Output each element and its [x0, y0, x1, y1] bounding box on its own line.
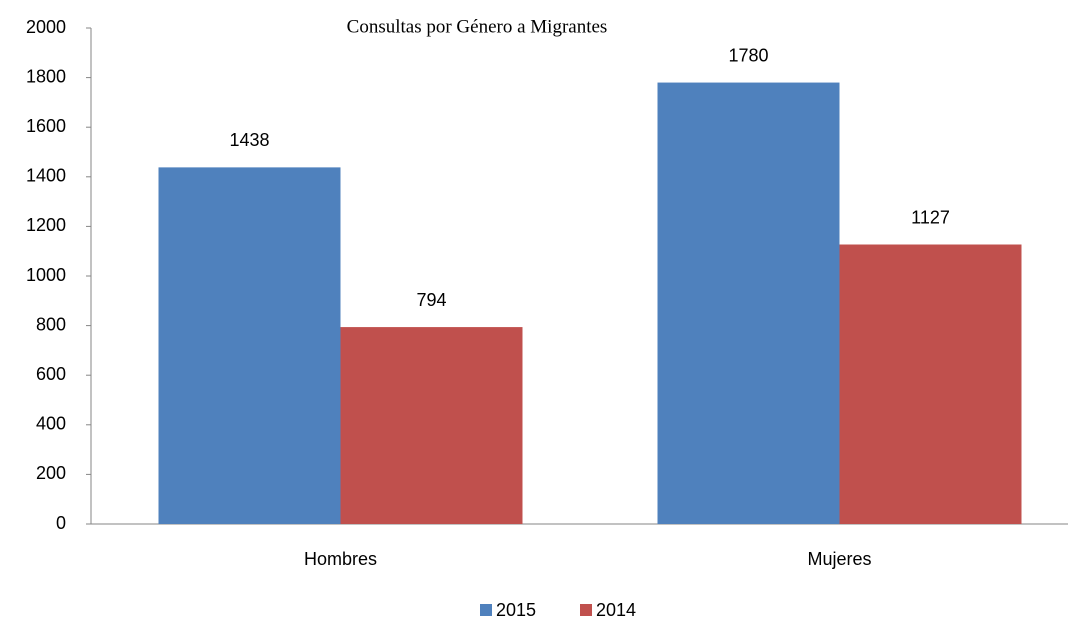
x-tick-label: Hombres: [304, 549, 377, 569]
bar: [340, 327, 523, 524]
legend-swatch: [580, 604, 592, 616]
value-label: 794: [416, 290, 446, 310]
x-tick-label: Mujeres: [807, 549, 871, 569]
value-label: 1780: [728, 45, 768, 65]
legend-label: 2014: [596, 600, 636, 620]
y-tick-label: 1000: [26, 265, 66, 285]
y-tick-label: 1200: [26, 215, 66, 235]
bar: [158, 167, 341, 524]
y-tick-label: 600: [36, 364, 66, 384]
y-tick-label: 1800: [26, 66, 66, 86]
legend-swatch: [480, 604, 492, 616]
y-tick-label: 1600: [26, 116, 66, 136]
y-tick-label: 1400: [26, 166, 66, 186]
y-tick-label: 2000: [26, 17, 66, 37]
y-tick-label: 800: [36, 314, 66, 334]
legend-label: 2015: [496, 600, 536, 620]
value-label: 1127: [911, 207, 950, 227]
bar: [657, 82, 840, 524]
value-label: 1438: [229, 130, 269, 150]
y-tick-label: 200: [36, 463, 66, 483]
bar: [839, 244, 1022, 524]
y-tick-label: 400: [36, 414, 66, 434]
chart-title: Consultas por Género a Migrantes: [347, 16, 608, 37]
y-tick-label: 0: [56, 513, 66, 533]
